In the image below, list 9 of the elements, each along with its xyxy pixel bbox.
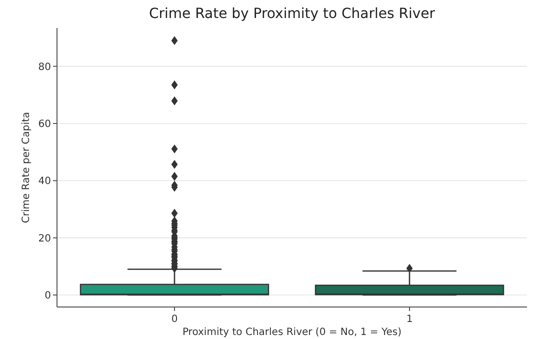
y-axis-title: Crime Rate per Capita: [21, 112, 32, 224]
y-tick-label: 0: [44, 290, 51, 302]
chart-title: Crime Rate by Proximity to Charles River: [148, 6, 436, 22]
y-tick-label: 20: [38, 233, 51, 244]
x-tick-label: 1: [406, 314, 413, 325]
y-tick-label: 80: [38, 62, 51, 73]
y-tick-label: 40: [38, 176, 51, 188]
y-tick-label: 60: [38, 118, 51, 130]
x-axis-title: Proximity to Charles River (0 = No, 1 = Yes): [182, 327, 402, 338]
